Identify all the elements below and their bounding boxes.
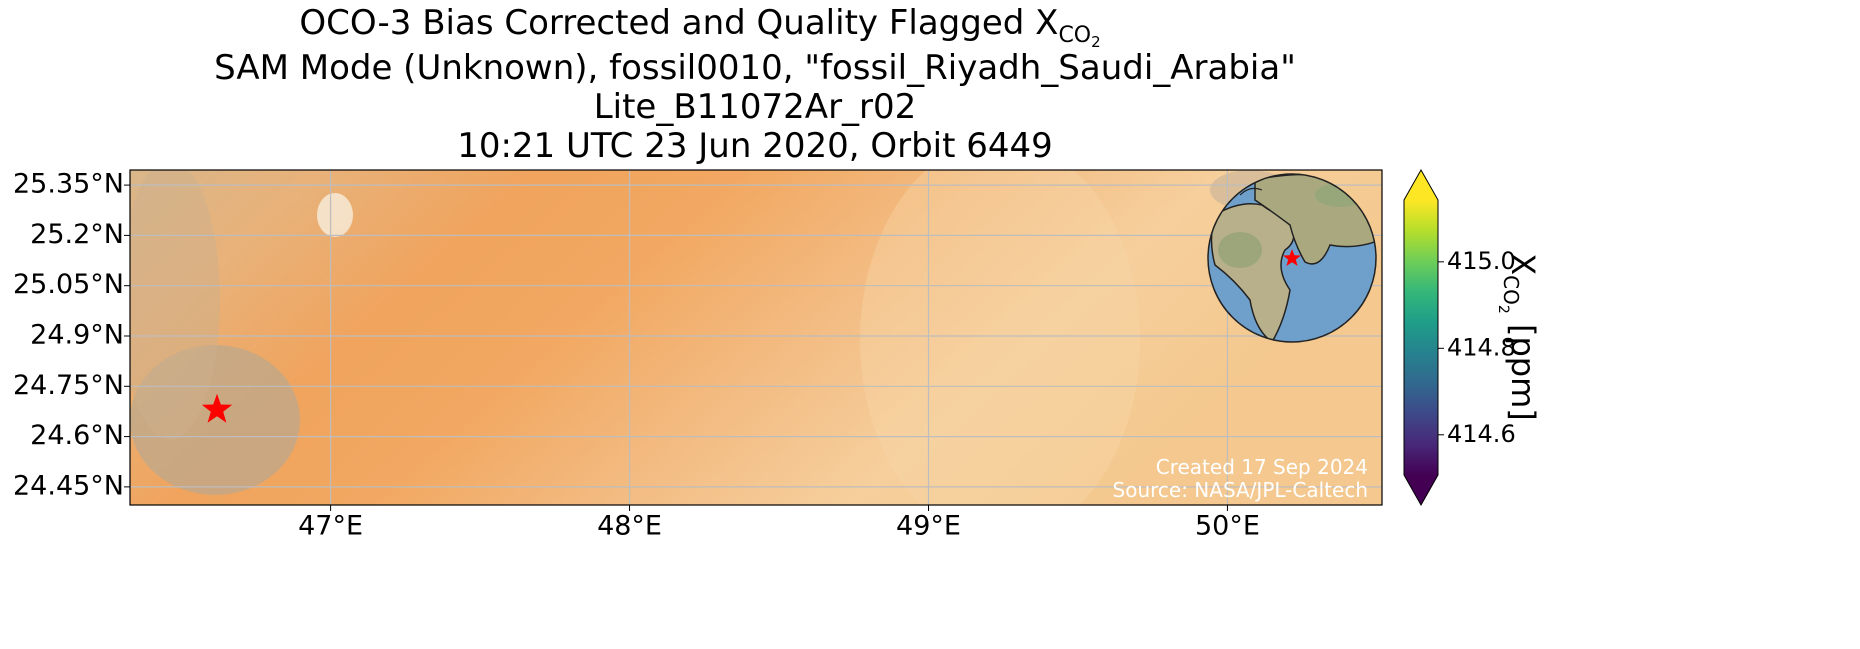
colorbar-extend [1404, 170, 1438, 200]
y-tick-label: 25.2°N [30, 219, 124, 250]
colorbar-label: XCO2 [ppm] [1495, 253, 1542, 421]
y-tick-label: 24.45°N [13, 470, 124, 501]
title-text: OCO-3 Bias Corrected and Quality Flagged… [299, 3, 1058, 43]
y-tick-label: 25.35°N [13, 169, 124, 200]
colorbar-frame [1403, 168, 1439, 507]
credit: Created 17 Sep 2024 [1156, 455, 1368, 479]
colorbar [1404, 200, 1438, 475]
globe-inset [1207, 173, 1377, 343]
title-line: SAM Mode (Unknown), fossil0010, "fossil_… [214, 48, 1296, 88]
title-sub: 2 [1091, 33, 1101, 51]
y-tick-label: 24.6°N [30, 420, 124, 451]
x-tick-label: 48°E [597, 511, 662, 542]
title-line: Lite_B11072Ar_r02 [594, 87, 917, 127]
y-tick-label: 25.05°N [13, 269, 124, 300]
map-background [130, 170, 1382, 505]
credit: Source: NASA/JPL-Caltech [1113, 478, 1368, 502]
x-tick-label: 47°E [298, 511, 363, 542]
colorbar-tick-label: 414.8 [1447, 333, 1516, 361]
title-sub: CO [1058, 23, 1091, 48]
colorbar-tick-label: 415.0 [1447, 247, 1516, 275]
colorbar-label-sub: CO [1499, 275, 1523, 305]
colorbar-tick-label: 414.6 [1447, 420, 1516, 448]
x-tick-label: 50°E [1195, 511, 1260, 542]
colorbar-label-sub: 2 [1495, 305, 1511, 314]
colorbar-extend [1404, 475, 1438, 505]
map-frame [129, 169, 1383, 506]
y-tick-label: 24.75°N [13, 370, 124, 401]
site-marker [201, 393, 233, 423]
colorbar-label-unit: [ppm] [1504, 314, 1542, 421]
colorbar-label-text: X [1504, 253, 1542, 275]
title-line: OCO-3 Bias Corrected and Quality Flagged… [299, 3, 1100, 51]
y-tick-label: 24.9°N [30, 319, 124, 350]
title-line: 10:21 UTC 23 Jun 2020, Orbit 6449 [457, 126, 1053, 166]
x-tick-label: 49°E [896, 511, 961, 542]
